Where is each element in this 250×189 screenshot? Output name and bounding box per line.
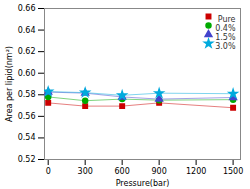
svg-text:0.58: 0.58 <box>18 90 36 99</box>
svg-text:0.52: 0.52 <box>18 155 36 164</box>
svg-text:Pure: Pure <box>218 15 236 24</box>
svg-text:0.54: 0.54 <box>18 133 36 142</box>
svg-text:0.60: 0.60 <box>18 69 36 78</box>
svg-text:0.66: 0.66 <box>18 4 36 13</box>
svg-text:1200: 1200 <box>186 167 206 176</box>
svg-text:0.4%: 0.4% <box>215 24 236 33</box>
svg-text:300: 300 <box>78 167 93 176</box>
svg-text:3.0%: 3.0% <box>215 42 236 51</box>
svg-text:600: 600 <box>115 167 130 176</box>
svg-text:0.62: 0.62 <box>18 47 36 56</box>
svg-text:Pressure(bar): Pressure(bar) <box>116 179 170 188</box>
svg-text:900: 900 <box>152 167 167 176</box>
svg-text:0.56: 0.56 <box>18 112 36 121</box>
svg-text:0.64: 0.64 <box>18 26 36 35</box>
svg-text:Area per lipid(nm²): Area per lipid(nm²) <box>5 46 14 122</box>
svg-text:0: 0 <box>46 167 51 176</box>
svg-text:1.5%: 1.5% <box>215 33 236 42</box>
svg-text:1500: 1500 <box>223 167 243 176</box>
